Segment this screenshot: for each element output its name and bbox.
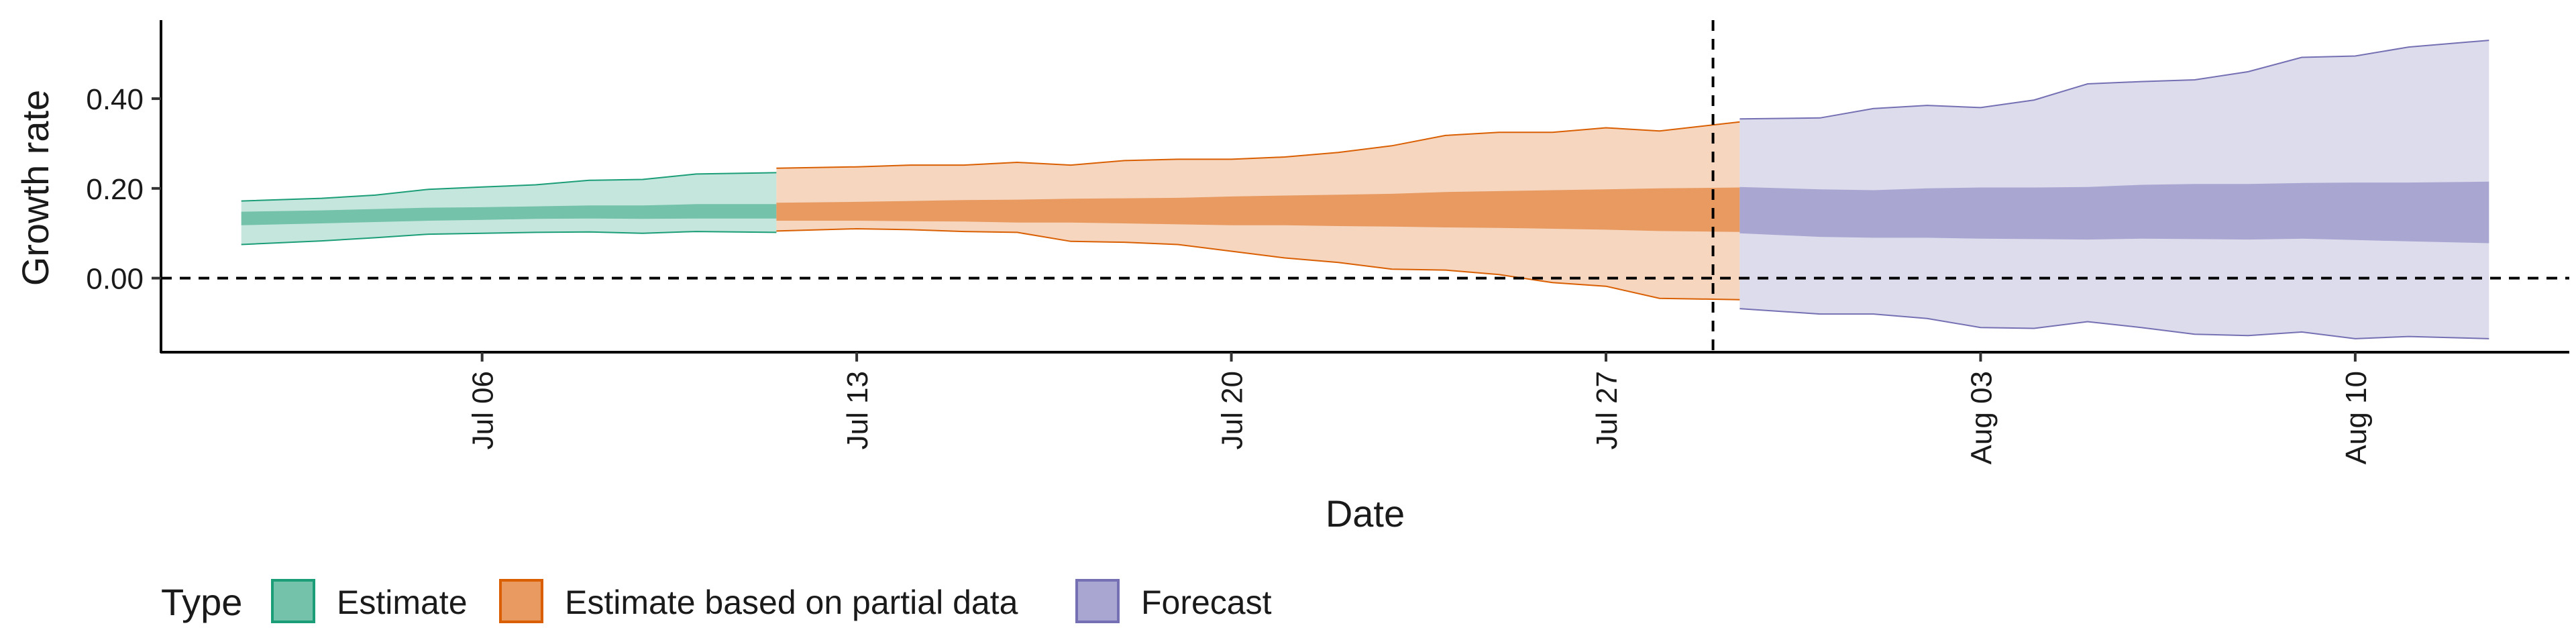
legend-label-forecast: Forecast [1141, 584, 1272, 621]
estimate-based-on-partial-data-inner-band [776, 187, 1740, 232]
legend-key-estimate-based-on-partial-data [499, 579, 543, 623]
x-tick-label: Aug 10 [2340, 371, 2373, 464]
legend-title: Type [161, 581, 242, 623]
y-tick-label: 0.00 [86, 263, 144, 296]
x-axis-label: Date [1326, 492, 1405, 535]
forecast-upper-edge [1739, 40, 2489, 120]
estimate-lower-edge [241, 231, 777, 246]
bands-layer [241, 40, 2489, 339]
y-tick-label: 0.20 [86, 173, 144, 206]
x-tick-label: Jul 20 [1216, 371, 1249, 449]
x-tick-label: Jul 13 [841, 371, 874, 449]
legend-label-estimate-based-on-partial-data: Estimate based on partial data [565, 584, 1018, 621]
legend-label-estimate: Estimate [337, 584, 468, 621]
y-axis-label: Growth rate [14, 90, 56, 286]
legend-key-forecast [1075, 579, 1120, 623]
x-tick-label: Jul 06 [467, 371, 500, 449]
y-tick-label: 0.40 [86, 83, 144, 116]
reference-lines [161, 20, 2569, 352]
legend: Type Estimate Estimate based on partial d… [161, 579, 1272, 623]
forecast-lower-edge [1739, 308, 2489, 339]
legend-key-estimate [271, 579, 315, 623]
x-tick-label: Aug 03 [1965, 371, 1998, 464]
x-tick-label: Jul 27 [1591, 371, 1623, 449]
estimate-based-on-partial-data-lower-edge [776, 227, 1740, 301]
estimate-inner-band [241, 204, 777, 225]
estimate-based-on-partial-data-upper-edge [776, 121, 1740, 169]
estimate-upper-edge [241, 172, 777, 202]
forecast-inner-band [1739, 181, 2489, 244]
axes: 0.00 0.20 0.40 Jul 06 Jul 13 Jul 20 Jul 27 Aug … [86, 20, 2569, 464]
